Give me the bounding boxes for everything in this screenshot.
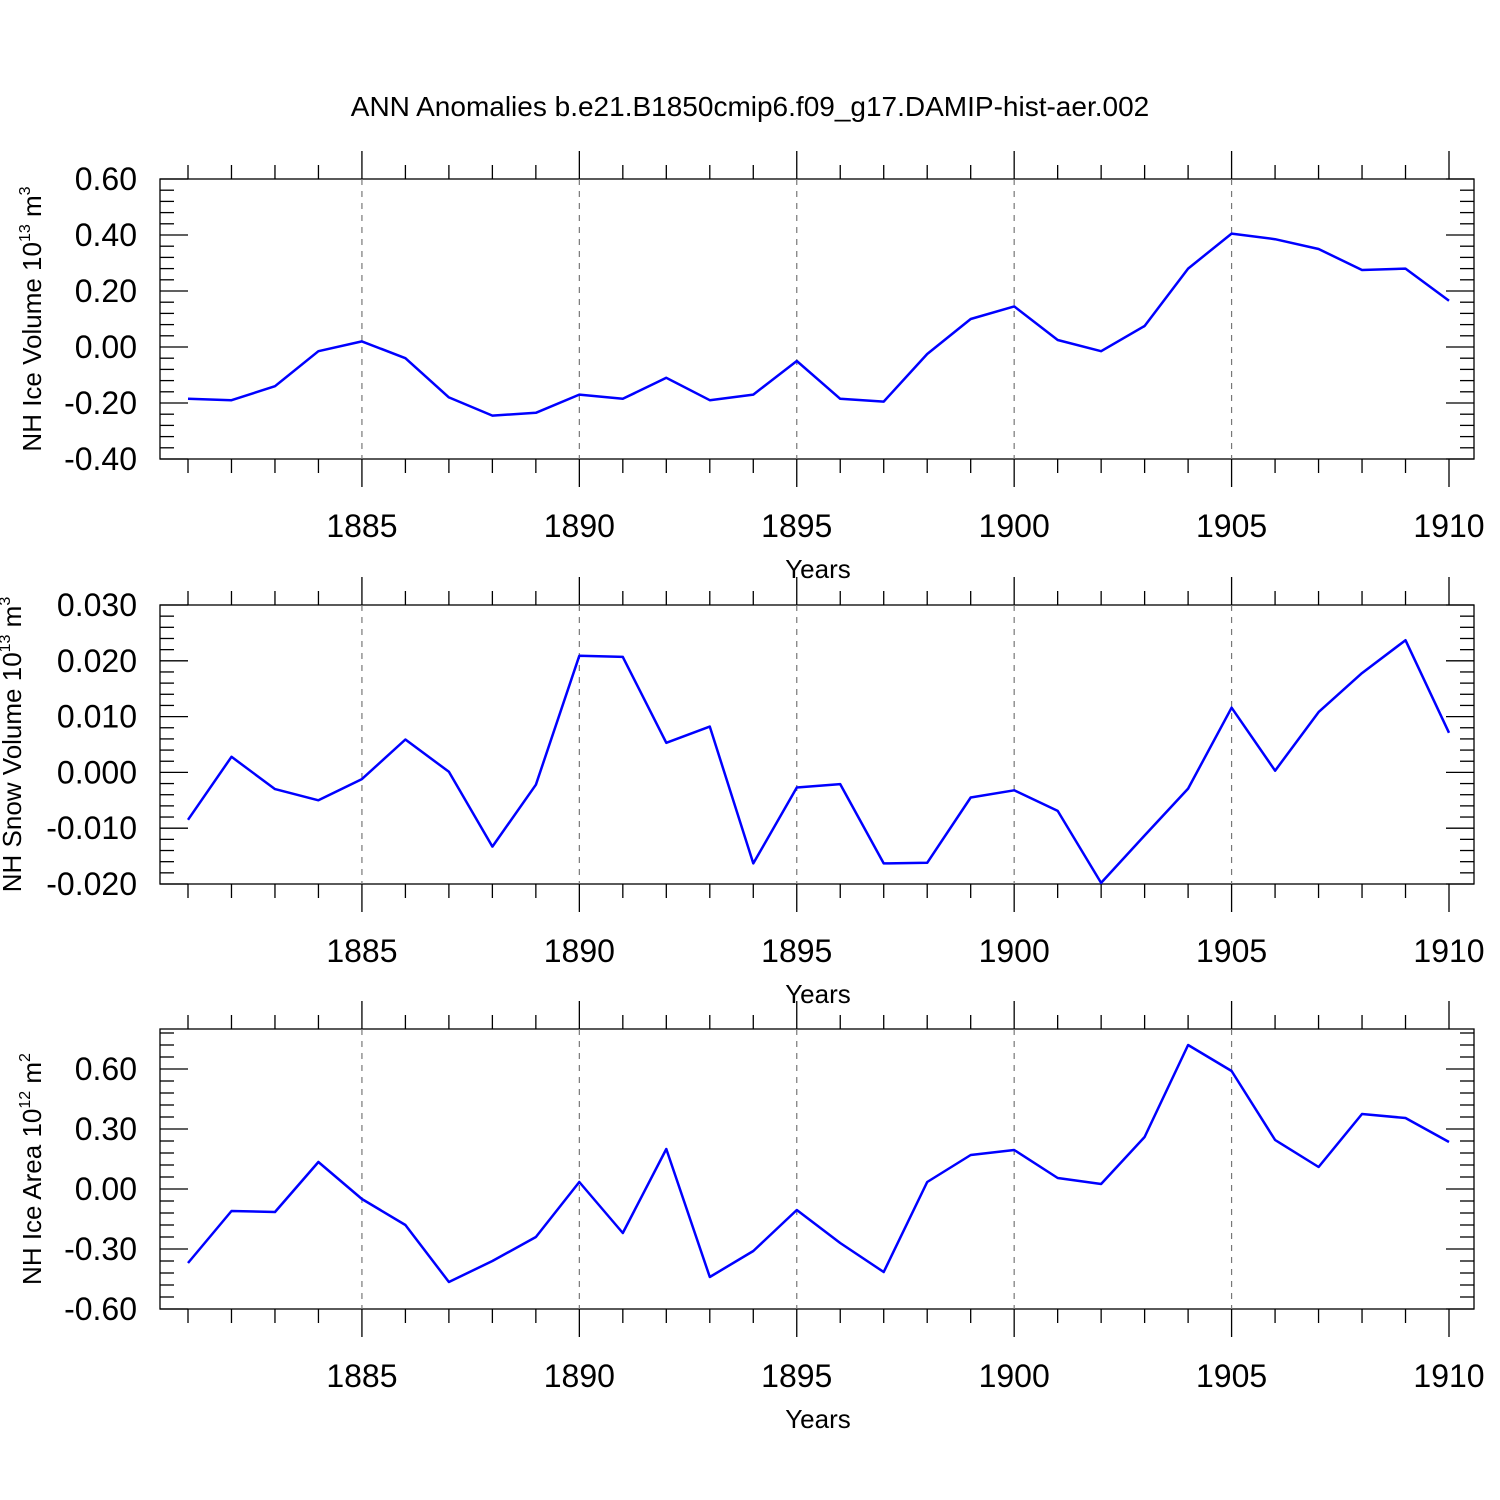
x-tick-label: 1890 [544, 1358, 615, 1394]
plot-frame [159, 1028, 1475, 1310]
y-axis-title: NH Ice Area 1012 m2 [17, 1053, 47, 1285]
x-tick-label: 1905 [1196, 1358, 1267, 1394]
plot-frame [159, 604, 1475, 885]
x-tick-label: 1885 [326, 508, 397, 544]
x-axis-title: Years [785, 1404, 851, 1434]
x-tick-label: 1895 [761, 933, 832, 969]
x-tick-label: 1895 [761, 1358, 832, 1394]
y-tick-label: -0.020 [46, 866, 137, 902]
y-tick-label: -0.30 [64, 1231, 137, 1267]
y-axis-title: NH Ice Volume 1013 m3 [17, 186, 47, 451]
y-tick-label: 0.60 [75, 1051, 137, 1087]
y-tick-label: 0.60 [75, 161, 137, 197]
y-tick-label: 0.020 [57, 643, 137, 679]
series-line [187, 1043, 1450, 1284]
y-tick-label: -0.010 [46, 810, 137, 846]
y-tick-label: -0.60 [64, 1291, 137, 1327]
series-line [187, 232, 1450, 417]
x-tick-label: 1905 [1196, 933, 1267, 969]
series-line [186, 638, 1451, 885]
y-tick-label: -0.20 [64, 385, 137, 421]
x-tick-label: 1900 [979, 933, 1050, 969]
x-tick-label: 1890 [544, 933, 615, 969]
x-tick-label: 1900 [979, 1358, 1050, 1394]
y-tick-label: 0.010 [57, 699, 137, 735]
y-tick-label: 0.40 [75, 217, 137, 253]
x-tick-label: 1885 [326, 1358, 397, 1394]
y-tick-label: 0.00 [75, 329, 137, 365]
y-tick-label: 0.00 [75, 1171, 137, 1207]
x-tick-label: 1895 [761, 508, 832, 544]
chart-title: ANN Anomalies b.e21.B1850cmip6.f09_g17.D… [351, 91, 1149, 122]
x-tick-label: 1890 [544, 508, 615, 544]
y-axis-title: NH Snow Volume 1013 m3 [0, 597, 27, 893]
y-tick-label: 0.030 [57, 587, 137, 623]
y-tick-label: 0.000 [57, 754, 137, 790]
x-axis-title: Years [785, 979, 851, 1009]
plot-frame [159, 178, 1475, 460]
y-tick-label: -0.40 [64, 441, 137, 477]
x-tick-label: 1910 [1413, 508, 1484, 544]
x-tick-label: 1885 [326, 933, 397, 969]
x-axis-title: Years [785, 554, 851, 584]
x-tick-label: 1905 [1196, 508, 1267, 544]
y-tick-label: 0.30 [75, 1111, 137, 1147]
x-tick-label: 1900 [979, 508, 1050, 544]
y-tick-label: 0.20 [75, 273, 137, 309]
x-tick-label: 1910 [1413, 1358, 1484, 1394]
x-tick-label: 1910 [1413, 933, 1484, 969]
